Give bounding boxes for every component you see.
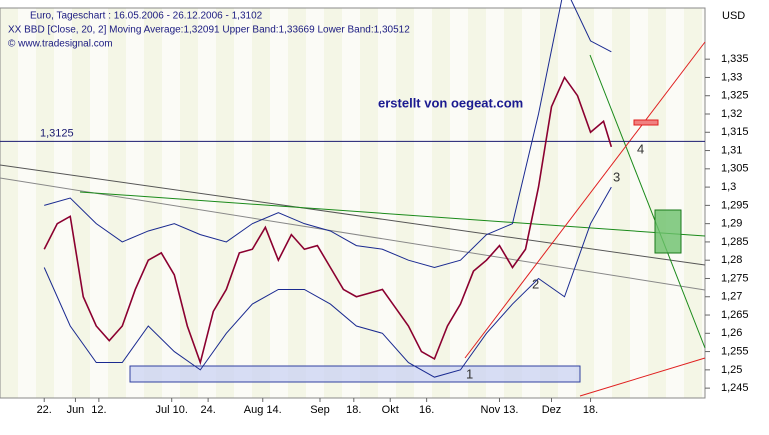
header-line: © www.tradesignal.com xyxy=(8,39,113,50)
x-tick-label: 22. xyxy=(37,404,52,416)
y-tick-label: 1,275 xyxy=(721,272,749,284)
y-tick-label: 1,28 xyxy=(721,254,742,266)
price-line xyxy=(43,75,613,366)
x-tick-label: Dez xyxy=(542,404,562,416)
y-tick-label: 1,33 xyxy=(721,71,742,83)
trend-line xyxy=(79,191,706,237)
x-tick-label: 18. xyxy=(346,404,361,416)
y-tick-label: 1,25 xyxy=(721,364,742,376)
wave-label: 1 xyxy=(466,366,473,381)
y-tick-label: 1,3 xyxy=(721,181,736,193)
x-tick-label: Jul 10. xyxy=(155,404,187,416)
x-tick-label: 18. xyxy=(583,404,598,416)
band-line xyxy=(43,186,612,378)
y-tick-label: 1,32 xyxy=(721,108,742,120)
horizontal-line-label: 1,3125 xyxy=(40,127,74,139)
y-tick-label: 1,265 xyxy=(721,309,749,321)
wave-label: 4 xyxy=(637,141,644,156)
trend-line xyxy=(579,357,706,397)
y-tick-label: 1,295 xyxy=(721,199,749,211)
x-tick-label: Nov 13. xyxy=(481,404,519,416)
support-box xyxy=(129,365,581,383)
y-tick-label: 1,315 xyxy=(721,126,749,138)
x-tick-label: Sep xyxy=(310,404,330,416)
trend-line xyxy=(589,54,706,349)
y-tick-label: 1,29 xyxy=(721,218,742,230)
header-line: Euro, Tageschart : 16.05.2006 - 26.12.20… xyxy=(30,11,263,22)
trend-lines xyxy=(0,41,706,397)
y-tick-label: 1,26 xyxy=(721,327,742,339)
band-line xyxy=(44,0,612,269)
x-tick-label: Aug 14. xyxy=(244,404,282,416)
wave-label: 3 xyxy=(613,169,620,184)
y-tick-label: 1,325 xyxy=(721,90,749,102)
marker-box xyxy=(633,119,659,126)
x-tick-label: Okt xyxy=(382,404,399,416)
wave-label: 2 xyxy=(532,276,539,291)
x-tick-label: 12. xyxy=(91,404,106,416)
annotation: erstellt von oegeat.com xyxy=(378,95,523,110)
x-tick-label: 24. xyxy=(200,404,215,416)
axis-unit: USD xyxy=(722,10,745,22)
trend-line xyxy=(0,177,706,291)
plot-area xyxy=(0,7,706,399)
x-tick-label: Jun xyxy=(67,404,85,416)
trend-line xyxy=(0,164,706,266)
target-box xyxy=(654,209,682,254)
y-tick-label: 1,335 xyxy=(721,53,749,65)
y-tick-label: 1,285 xyxy=(721,236,749,248)
y-tick-label: 1,305 xyxy=(721,163,749,175)
trend-line xyxy=(464,41,706,359)
y-tick-label: 1,31 xyxy=(721,144,742,156)
y-tick-label: 1,245 xyxy=(721,382,749,394)
y-tick-label: 1,27 xyxy=(721,291,742,303)
y-tick-label: 1,255 xyxy=(721,345,749,357)
x-tick-label: 16. xyxy=(419,404,434,416)
header-line: XX BBD [Close, 20, 2] Moving Average:1,3… xyxy=(8,25,410,36)
